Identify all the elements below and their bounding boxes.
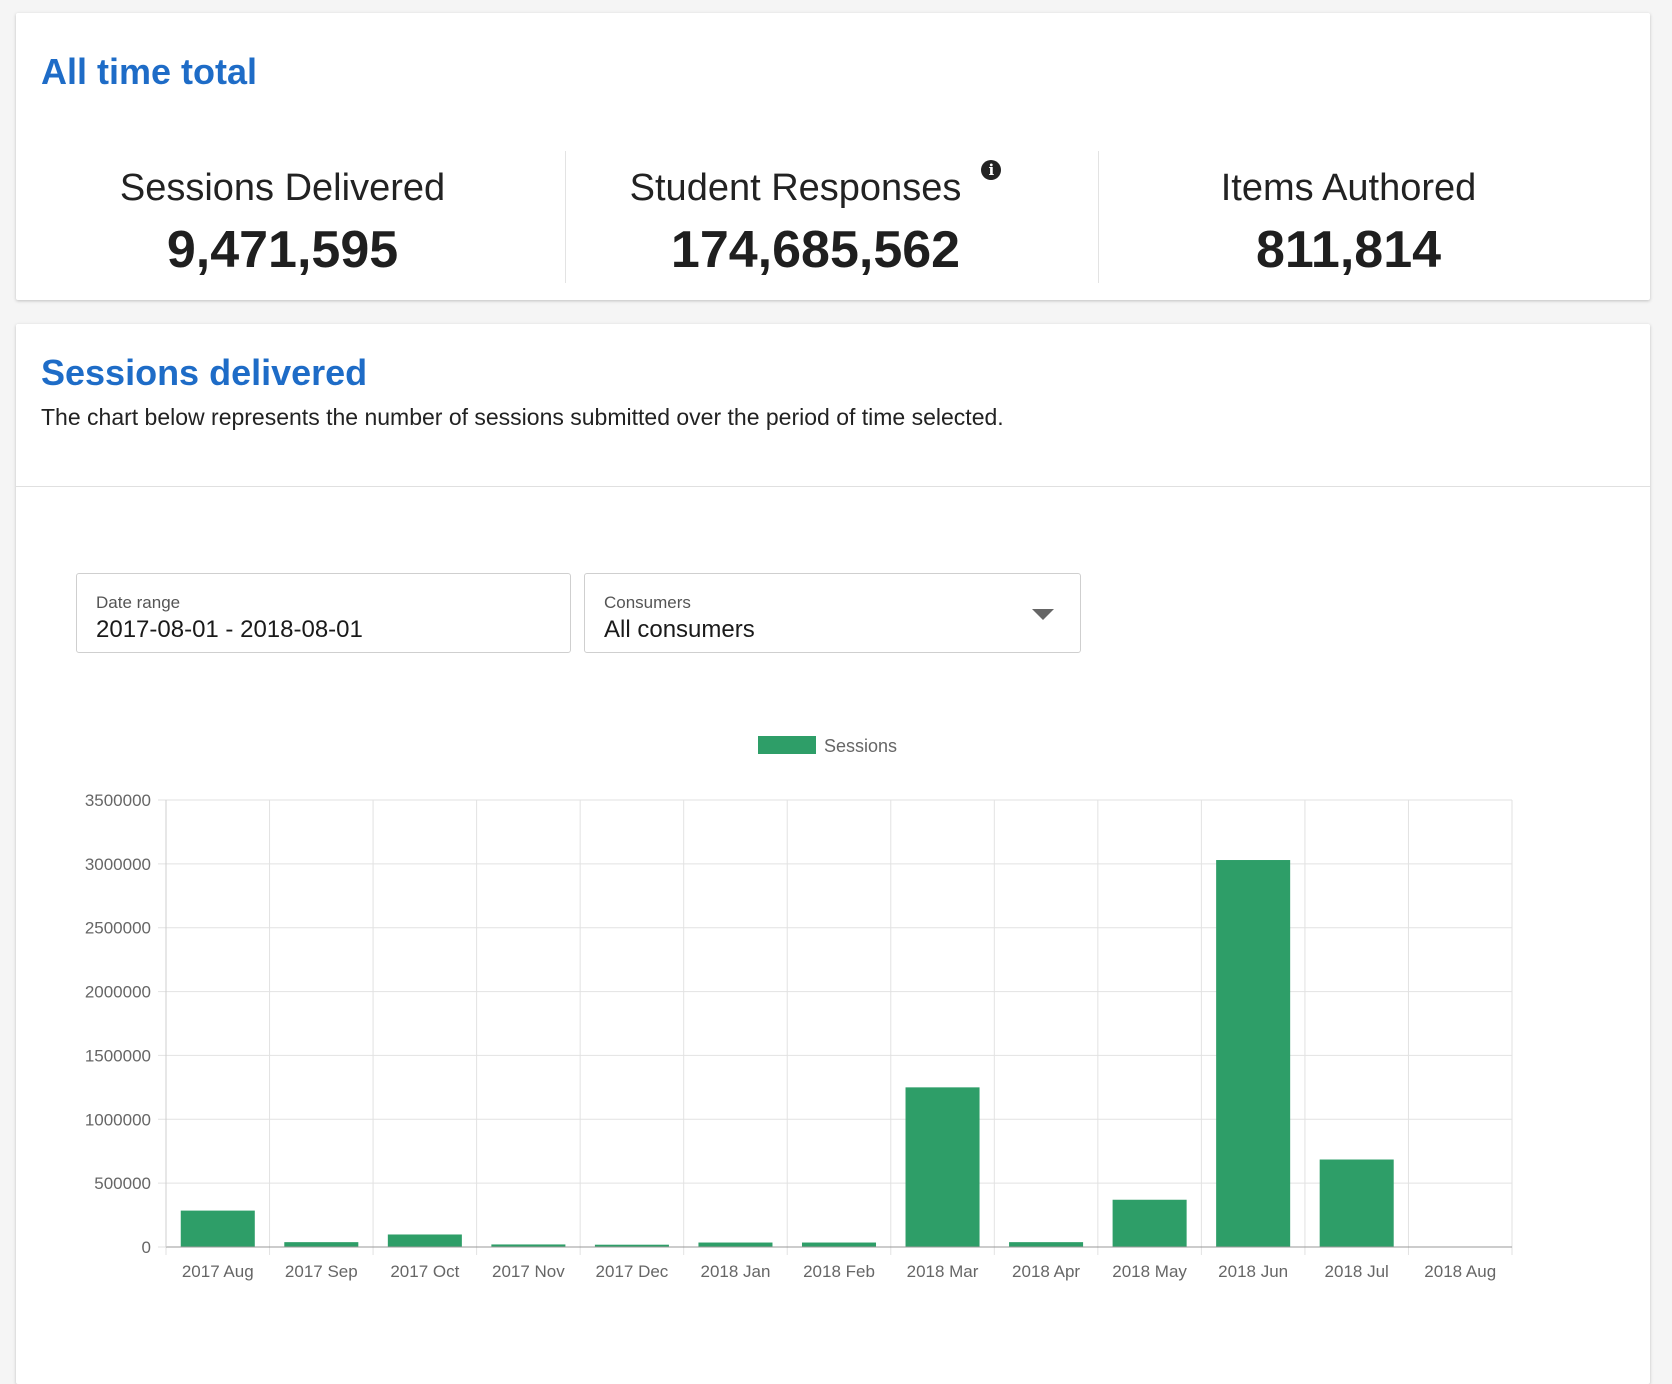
y-tick-label: 0 [142,1238,151,1257]
stat-value: 174,685,562 [670,221,961,279]
x-tick-label: 2018 Aug [1424,1262,1496,1281]
stat-divider [1098,151,1099,283]
x-tick-label: 2018 Jun [1218,1262,1288,1281]
chart-bar[interactable] [491,1244,566,1247]
chart-bar[interactable] [284,1242,359,1247]
chart-bar[interactable] [801,1242,877,1247]
y-tick-label: 3500000 [85,791,151,810]
x-tick-label: 2018 Feb [803,1262,875,1281]
stat-student-responses: Student Responses i 174,685,562 [549,151,1082,286]
stat-label: Items Authored [1220,167,1477,209]
legend-label: Sessions [824,736,897,756]
chart-bar[interactable] [594,1244,669,1247]
chart-bar[interactable] [698,1242,773,1247]
stat-items-authored: Items Authored 811,814 [1082,151,1615,286]
date-range-input[interactable]: Date range 2017-08-01 - 2018-08-01 [76,573,571,653]
sessions-bar-chart: 3500000 3000000 2500000 2000000 1500000 10000… [85,736,1513,1281]
x-tick-label: 2018 Jan [700,1262,770,1281]
stats-row: Sessions Delivered 9,471,595 Student Res… [16,151,1650,286]
x-tick-label: 2017 Aug [182,1262,254,1281]
x-tick-label: 2017 Nov [492,1262,565,1281]
stat-value: 9,471,595 [166,221,399,279]
y-tick-label: 2000000 [85,983,151,1002]
info-icon[interactable]: i [981,160,1002,180]
consumers-value: All consumers [604,616,755,643]
divider [16,486,1650,487]
chevron-down-icon[interactable] [1032,609,1054,620]
chart-bar[interactable] [905,1087,980,1247]
chart-bar[interactable] [1216,860,1291,1247]
chart-grid [158,799,1513,1255]
stat-value: 811,814 [1255,221,1442,279]
stat-divider [565,151,566,283]
stat-label-wrap: Student Responses i [549,160,1082,210]
date-range-label: Date range [96,593,181,612]
y-tick-label: 1000000 [85,1110,151,1129]
x-tick-label: 2018 May [1112,1262,1187,1281]
y-tick-label: 3000000 [85,855,151,874]
stat-sessions-delivered: Sessions Delivered 9,471,595 [16,151,549,286]
x-tick-label: 2018 Jul [1325,1262,1389,1281]
chart-bar[interactable] [1009,1242,1084,1247]
x-tick-label: 2018 Apr [1012,1262,1080,1281]
stat-label: Sessions Delivered [119,167,446,209]
chart-legend[interactable]: Sessions [758,736,897,756]
consumers-label: Consumers [604,593,691,612]
chart-bars [180,860,1394,1247]
chart-description: The chart below represents the number of… [41,404,1004,430]
stat-label: Student Responses [629,167,962,209]
chart-bar[interactable] [180,1210,255,1247]
chart-bar[interactable] [1112,1199,1187,1247]
y-tick-label: 1500000 [85,1046,151,1065]
x-tick-label: 2017 Oct [390,1262,459,1281]
chart-bar[interactable] [1319,1159,1394,1247]
sessions-delivered-card: Sessions delivered The chart below repre… [16,324,1650,1384]
chart-axes: 3500000 3000000 2500000 2000000 1500000 10000… [85,791,1512,1281]
y-tick-label: 2500000 [85,919,151,938]
chart-bar[interactable] [387,1234,462,1247]
x-tick-label: 2017 Sep [285,1262,358,1281]
legend-swatch [758,736,816,754]
x-tick-label: 2017 Dec [596,1262,669,1281]
all-time-total-title: All time total [41,51,258,92]
date-range-value: 2017-08-01 - 2018-08-01 [96,616,363,643]
consumers-select[interactable]: Consumers All consumers [584,573,1081,653]
all-time-total-card: All time total Sessions Delivered 9,471,… [16,13,1650,300]
x-tick-label: 2018 Mar [907,1262,979,1281]
sessions-delivered-title: Sessions delivered [41,352,368,393]
y-tick-label: 500000 [94,1174,151,1193]
